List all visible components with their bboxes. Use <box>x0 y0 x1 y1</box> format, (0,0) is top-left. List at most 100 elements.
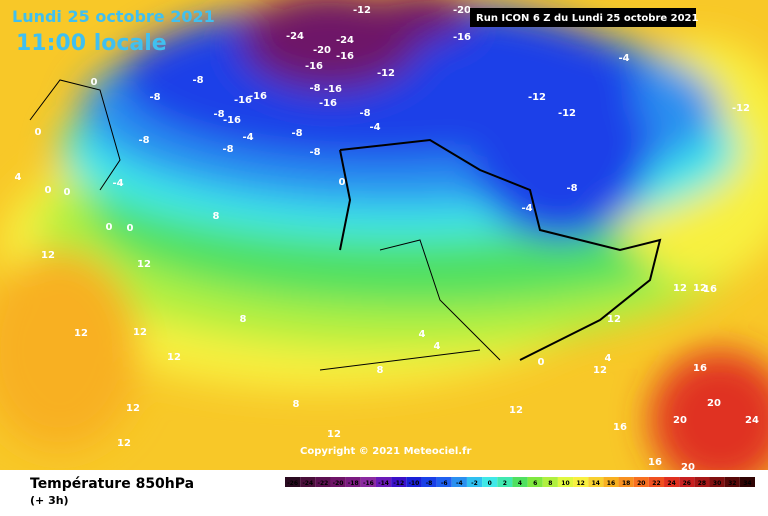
legend-tick-label: -16 <box>363 480 374 487</box>
legend-tick-label: 14 <box>592 480 600 487</box>
contour-label: -4 <box>369 122 380 133</box>
contour-label: 16 <box>693 363 707 374</box>
legend-swatch <box>375 477 392 487</box>
contour-label: -4 <box>112 178 123 189</box>
contour-label: 0 <box>35 127 42 138</box>
contour-label: 20 <box>707 398 721 409</box>
legend-swatch <box>679 477 695 487</box>
contour-label: -16 <box>319 98 337 109</box>
contour-label: 12 <box>126 403 140 414</box>
legend-tick-label: -4 <box>456 480 463 487</box>
contour-label: -20 <box>313 45 331 56</box>
legend-tick-label: 8 <box>548 480 552 487</box>
legend-swatch <box>497 477 513 487</box>
legend-swatch <box>618 477 634 487</box>
legend-swatch <box>648 477 665 487</box>
legend-swatch <box>451 477 467 487</box>
contour-label: 4 <box>419 329 426 340</box>
legend-swatch <box>633 477 649 487</box>
run: Run ICON 6 Z du Lundi 25 octobre 2021 <box>476 13 699 24</box>
contour-label: 12 <box>327 429 341 440</box>
contour-label: 24 <box>745 415 759 426</box>
footer-title: Température 850hPa <box>30 476 194 492</box>
contour-label: 12 <box>117 438 131 449</box>
legend-tick-label: -10 <box>408 480 419 487</box>
contour-label: -8 <box>359 108 370 119</box>
contour-label: -8 <box>291 128 302 139</box>
legend-swatch <box>557 477 574 487</box>
legend-swatch <box>345 477 361 487</box>
legend-tick-label: 34 <box>743 480 751 487</box>
legend-swatch <box>436 477 452 487</box>
contour-label: -8 <box>309 83 320 94</box>
contour-label: 12 <box>41 250 55 261</box>
legend-tick-label: 22 <box>652 480 660 487</box>
contour-label: -8 <box>192 75 203 86</box>
legend-tick-label: -20 <box>333 480 344 487</box>
contour-label: -12 <box>732 103 750 114</box>
legend-tick-label: -26 <box>287 480 298 487</box>
contour-label: 12 <box>607 314 621 325</box>
contour-label: -4 <box>618 53 629 64</box>
contour-label: -8 <box>149 92 160 103</box>
legend-tick-label: -22 <box>317 480 328 487</box>
legend-tick-label: -24 <box>302 480 313 487</box>
legend-swatch <box>739 477 755 487</box>
contour-label: 12 <box>133 327 147 338</box>
contour-label: 4 <box>605 353 612 364</box>
legend-swatch <box>664 477 680 487</box>
legend-swatch <box>482 477 498 487</box>
contour-label: 8 <box>377 365 384 376</box>
time: 11:00 locale <box>16 31 167 56</box>
legend-tick-label: 26 <box>683 480 691 487</box>
legend-swatch <box>300 477 316 487</box>
legend-tick-label: 12 <box>576 480 584 487</box>
contour-label: -12 <box>353 5 371 16</box>
contour-label: 0 <box>106 222 113 233</box>
contour-label: -12 <box>558 108 576 119</box>
legend-swatch <box>527 477 543 487</box>
legend-swatch <box>588 477 604 487</box>
legend-swatch <box>512 477 528 487</box>
contour-label: -16 <box>324 84 342 95</box>
legend-swatch <box>421 477 437 487</box>
footer-step: (+ 3h) <box>30 494 69 507</box>
contour-label: -8 <box>213 109 224 120</box>
legend-swatch <box>542 477 558 487</box>
contour-label: 4 <box>434 341 441 352</box>
contour-label: -24 <box>286 31 304 42</box>
legend-tick-label: 20 <box>637 480 645 487</box>
legend-tick-label: 6 <box>533 480 537 487</box>
contour-label: 20 <box>673 415 687 426</box>
contour-label: -4 <box>521 203 532 214</box>
contour-label: 0 <box>91 77 98 88</box>
contour-label: 8 <box>213 211 220 222</box>
contour-label: -4 <box>242 132 253 143</box>
legend-swatch <box>391 477 407 487</box>
legend-tick-label: -6 <box>441 480 448 487</box>
legend-tick-label: 2 <box>503 480 507 487</box>
contour-label: 4 <box>15 172 22 183</box>
contour-label: 0 <box>127 223 134 234</box>
contour-label: 0 <box>339 177 346 188</box>
contour-label: 12 <box>593 365 607 376</box>
legend-tick-label: 32 <box>728 480 736 487</box>
legend-tick-label: 30 <box>713 480 721 487</box>
legend-swatch <box>285 477 301 487</box>
legend-tick-label: 16 <box>607 480 615 487</box>
contour-labels: -24-20-24-16-12-16-20-16-12-8-8 -16-16-8-… <box>15 5 759 473</box>
contour-label: 8 <box>293 399 300 410</box>
legend-tick-label: 10 <box>561 480 569 487</box>
contour-label: 0 <box>538 357 545 368</box>
contour-label: 12 <box>509 405 523 416</box>
legend-tick-label: -12 <box>393 480 404 487</box>
contour-label: 20 <box>681 462 695 473</box>
legend-swatch <box>315 477 331 487</box>
legend-swatch <box>724 477 740 487</box>
contour-label: -16 <box>234 95 252 106</box>
temperature-field <box>0 0 768 490</box>
legend-tick-label: -8 <box>426 480 433 487</box>
legend: -26 -24 -22 -20 -18 -16 -14 -12 -10 -8 -6 -4 -2 0 2 4 6 8… <box>285 477 755 487</box>
contour-label: -8 <box>138 135 149 146</box>
